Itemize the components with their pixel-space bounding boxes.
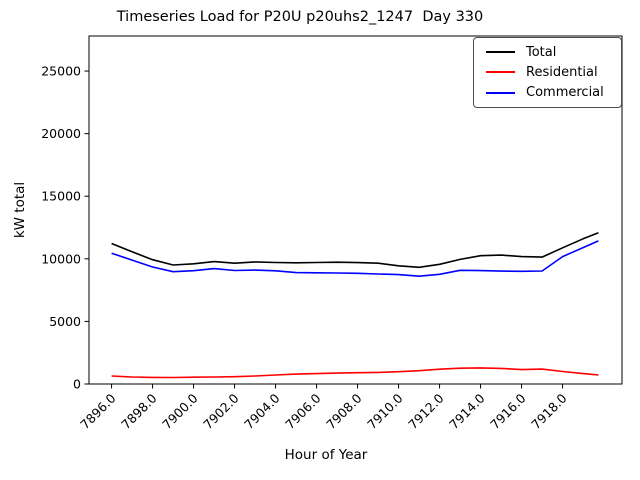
x-tick-label: 7912.0 — [405, 390, 447, 432]
legend: Total Residential Commercial — [473, 37, 622, 108]
legend-line-commercial — [486, 91, 515, 94]
legend-label-residential: Residential — [526, 64, 598, 80]
x-axis-label: Hour of Year — [284, 447, 368, 463]
x-tick-label: 7908.0 — [323, 390, 365, 432]
legend-item-commercial: Commercial — [482, 83, 613, 103]
x-tick-label: 7900.0 — [159, 390, 201, 432]
axes-spines — [88, 35, 623, 385]
x-tick-label: 7904.0 — [241, 390, 283, 432]
y-tick-label: 20000 — [41, 126, 81, 141]
legend-line-total — [486, 51, 515, 54]
x-tick-label: 7898.0 — [118, 390, 160, 432]
series-line-commercial — [111, 240, 599, 278]
x-tick-label: 7910.0 — [364, 390, 406, 432]
x-tick-label: 7916.0 — [487, 390, 529, 432]
legend-label-total: Total — [526, 44, 557, 60]
x-tick-label: 7906.0 — [282, 390, 324, 432]
x-tick-label: 7918.0 — [528, 390, 570, 432]
series-line-residential — [111, 367, 599, 379]
y-tick-label: 10000 — [41, 251, 81, 266]
chart-title: Timeseries Load for P20U p20uhs2_1247 Da… — [116, 9, 484, 25]
legend-item-total: Total — [482, 42, 613, 62]
legend-item-residential: Residential — [482, 62, 613, 82]
legend-line-residential — [486, 71, 515, 74]
x-tick-label: 7896.0 — [77, 390, 119, 432]
y-tick-label: 5000 — [49, 314, 81, 329]
y-tick-label: 25000 — [41, 64, 81, 79]
x-tick-label: 7902.0 — [200, 390, 242, 432]
legend-label-commercial: Commercial — [526, 85, 604, 101]
y-tick-label: 15000 — [41, 189, 81, 204]
y-tick-label: 0 — [73, 377, 81, 392]
x-tick-label: 7914.0 — [446, 390, 488, 432]
series-line-total — [111, 232, 599, 269]
